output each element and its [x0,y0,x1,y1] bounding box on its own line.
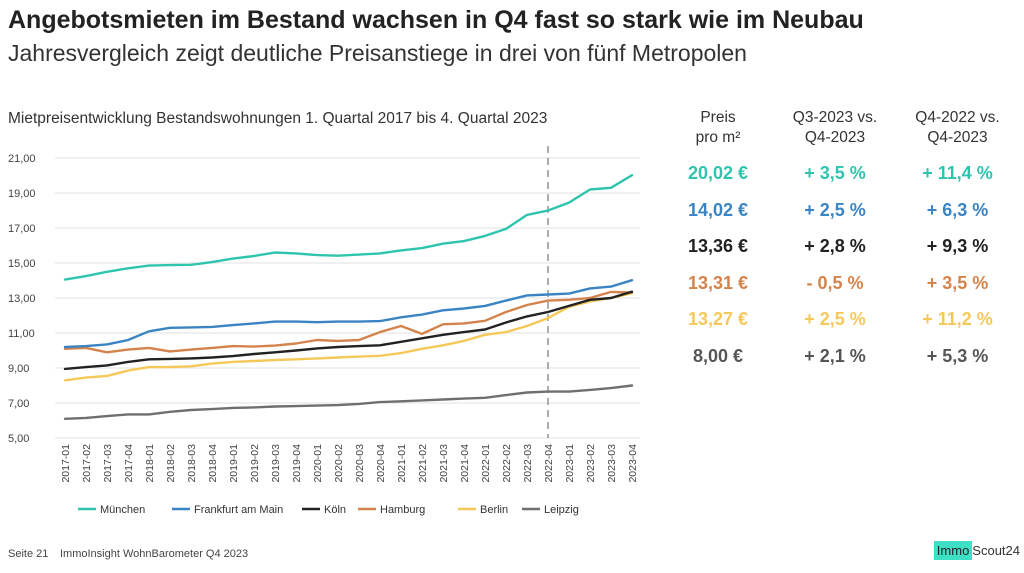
legend-label: Frankfurt am Main [194,504,283,516]
x-tick-label: 2021-02 [417,444,429,483]
cell-q4: + 3,5 % [926,272,989,293]
cell-q3: - 0,5 % [806,272,864,293]
series-line [63,290,634,371]
x-tick-label: 2020-03 [354,444,366,483]
x-tick-label: 2021-04 [459,444,471,483]
page-number: Seite 21 [8,548,49,560]
legend-label: München [100,504,145,516]
cell-q3: + 2,8 % [804,236,866,256]
x-tick-label: 2020-04 [375,444,387,483]
x-tick-label: 2021-01 [396,444,408,483]
x-tick-label: 2020-01 [312,444,324,483]
y-tick-label: 13,00 [8,293,36,305]
legend-label: Köln [324,504,346,516]
x-tick-label: 2022-01 [480,444,492,483]
y-tick-label: 19,00 [8,188,36,200]
x-tick-label: 2022-04 [543,444,555,483]
y-tick-label: 15,00 [8,258,36,270]
cell-price: 13,27 € [687,309,749,329]
x-tick-label: 2018-04 [207,444,219,483]
cell-price: 13,36 € [687,236,749,256]
x-tick-label: 2023-03 [606,444,618,483]
x-tick-label: 2019-02 [249,444,261,483]
chart-title: Mietpreisentwicklung Bestandswohnungen 1… [8,110,548,127]
cell-q3: + 2,5 % [804,309,866,329]
header-price: Preis pro m² [695,109,741,146]
x-tick-label: 2022-02 [501,444,513,483]
x-tick-label: 2023-04 [627,444,639,483]
series-line [63,384,634,420]
legend-label: Berlin [480,504,508,516]
header-q4: Q4-2022 vs. Q4-2023 [915,109,1000,146]
source-note: ImmoInsight WohnBarometer Q4 2023 [60,548,249,560]
cell-price: 20,02 € [687,163,749,183]
cell-q3: + 2,1 % [804,345,866,366]
x-tick-label: 2023-02 [585,444,597,483]
series-line [63,174,634,281]
x-tick-label: 2019-04 [291,444,303,483]
cell-q4: + 11,4 % [922,163,993,183]
series-line [63,278,634,349]
y-tick-label: 11,00 [8,328,35,340]
cell-q3: + 3,5 % [804,163,866,183]
immoscout24-logo: Immo Scout24 [933,541,1020,560]
x-tick-label: 2017-04 [123,444,135,483]
x-tick-label: 2018-03 [186,444,198,483]
x-tick-label: 2019-01 [228,444,240,483]
series-line [63,292,634,382]
cell-q4: + 6,3 % [926,199,989,220]
x-tick-label: 2020-02 [333,444,345,483]
x-tick-label: 2017-02 [81,444,93,483]
cell-price: 13,31 € [687,272,749,293]
cell-q4: + 9,3 % [926,236,989,256]
cell-q4: + 5,3 % [926,345,989,366]
header-q3: Q3-2023 vs. Q4-2023 [792,109,878,146]
y-tick-label: 9,00 [8,363,29,375]
x-tick-label: 2018-01 [144,444,156,483]
legend-label: Leipzig [544,504,579,516]
x-tick-label: 2017-01 [60,444,72,483]
cell-q3: + 2,5 % [804,199,866,220]
page-subtitle: Jahresvergleich zeigt deutliche Preisans… [8,40,747,66]
series-line [63,290,634,354]
x-tick-label: 2019-03 [270,444,282,483]
x-tick-label: 2022-03 [522,444,534,483]
line-chart: 5,00 7,00 9,00 11,00 13,00 15,00 17,00 19,00 21,… [8,146,640,516]
x-tick-label: 2018-02 [165,444,177,483]
x-tick-label: 2023-01 [564,444,576,483]
cell-price: 8,00 € [692,345,744,366]
y-tick-label: 7,00 [8,398,29,410]
page-title: Angebotsmieten im Bestand wachsen in Q4 … [8,6,864,34]
y-tick-label: 17,00 [8,223,36,235]
cell-q4: + 11,2 % [922,309,993,329]
x-tick-label: 2021-03 [438,444,450,483]
y-tick-label: 21,00 [8,153,36,165]
x-tick-label: 2017-03 [102,444,114,483]
legend-label: Hamburg [380,504,425,516]
y-tick-label: 5,00 [8,433,29,445]
cell-price: 14,02 € [687,199,749,220]
